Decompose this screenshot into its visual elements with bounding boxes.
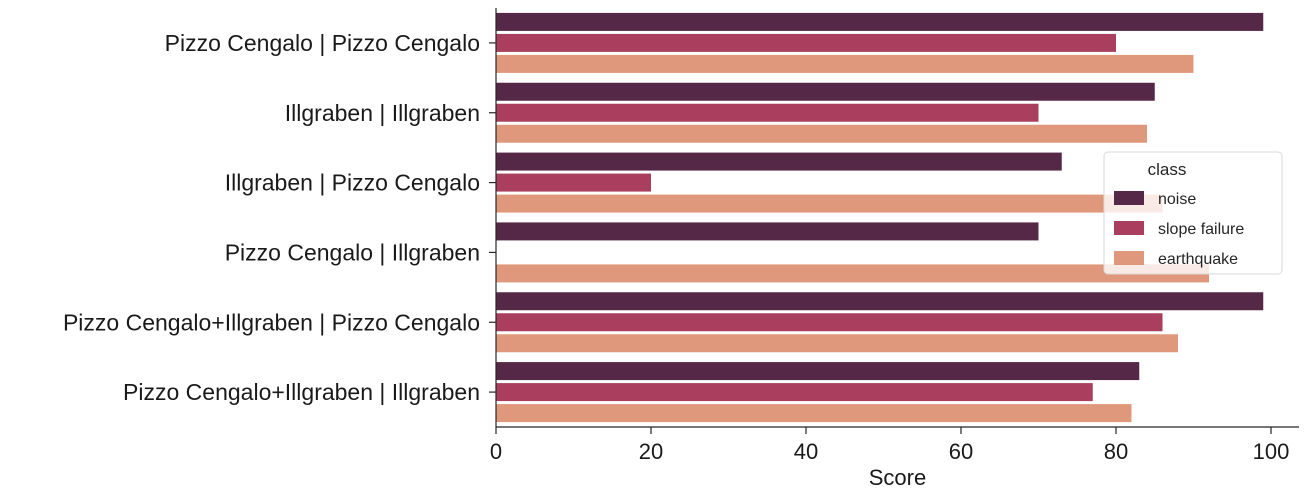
legend-box	[1103, 151, 1283, 275]
category-label: Illgraben | Pizzo Cengalo	[225, 170, 480, 196]
x-tick-label: 20	[639, 439, 663, 464]
legend-swatch	[1114, 191, 1144, 205]
legend-label: noise	[1158, 191, 1196, 208]
x-tick-label: 80	[1104, 439, 1128, 464]
category-label: Pizzo Cengalo+Illgraben | Pizzo Cengalo	[63, 309, 480, 335]
labels-layer: Pizzo Cengalo | Pizzo Cengalo Illgraben |…	[63, 30, 1289, 490]
bar-noise-0	[496, 12, 1264, 31]
legend-label: earthquake	[1158, 251, 1238, 268]
x-tick-label: 40	[794, 439, 818, 464]
bar-noise-2	[496, 152, 1062, 171]
bar-earthquake-3	[496, 264, 1209, 283]
bar-noise-3	[496, 222, 1039, 241]
x-tick-label: 0	[490, 439, 502, 464]
legend-swatch	[1114, 251, 1144, 265]
bar-earthquake-1	[496, 124, 1147, 143]
bar-slope-failure-4	[496, 313, 1163, 332]
bar-noise-5	[496, 362, 1140, 381]
category-label: Illgraben | Illgraben	[285, 100, 480, 126]
legend-swatch	[1114, 221, 1144, 235]
category-label: Pizzo Cengalo | Illgraben	[225, 239, 480, 265]
bar-earthquake-2	[496, 194, 1163, 213]
bar-slope-failure-2	[496, 173, 651, 192]
legend-label: slope failure	[1158, 221, 1244, 238]
bar-slope-failure-1	[496, 103, 1039, 122]
bar-earthquake-4	[496, 334, 1178, 353]
bar-noise-1	[496, 82, 1155, 101]
legend-title: class	[1148, 160, 1187, 179]
bar-earthquake-5	[496, 404, 1132, 423]
x-tick-label: 100	[1253, 439, 1290, 464]
x-tick-label: 60	[949, 439, 973, 464]
axes-layer	[489, 8, 1299, 434]
x-axis-title: Score	[869, 465, 926, 490]
bars-layer	[496, 12, 1264, 423]
category-label: Pizzo Cengalo+Illgraben | Illgraben	[123, 379, 480, 405]
legend: class noise slope failure earthquake	[1103, 151, 1283, 275]
bar-earthquake-0	[496, 54, 1194, 73]
bar-slope-failure-0	[496, 33, 1116, 52]
bar-noise-4	[496, 292, 1264, 311]
category-label: Pizzo Cengalo | Pizzo Cengalo	[165, 30, 480, 56]
bar-slope-failure-5	[496, 383, 1093, 402]
